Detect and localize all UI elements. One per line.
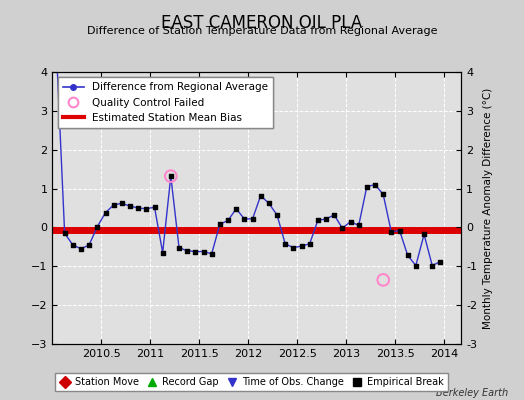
Point — [338, 225, 346, 232]
Point — [199, 248, 208, 255]
Point — [52, 49, 61, 56]
Point — [175, 244, 183, 251]
Text: Berkeley Earth: Berkeley Earth — [436, 388, 508, 398]
Point — [134, 205, 143, 211]
Point — [346, 218, 355, 225]
Point — [191, 248, 200, 255]
Point — [305, 240, 314, 247]
Point — [101, 210, 110, 216]
Point — [240, 216, 248, 222]
Point — [183, 248, 191, 254]
Point — [117, 200, 126, 206]
Point — [126, 203, 134, 209]
Point — [85, 242, 93, 248]
Point — [403, 252, 412, 259]
Legend: Difference from Regional Average, Quality Control Failed, Estimated Station Mean: Difference from Regional Average, Qualit… — [58, 77, 273, 128]
Point — [289, 244, 298, 251]
Point — [379, 277, 387, 283]
Point — [265, 200, 273, 206]
Point — [158, 250, 167, 256]
Point — [420, 231, 428, 238]
Point — [77, 246, 85, 252]
Point — [371, 182, 379, 188]
Point — [208, 251, 216, 257]
Point — [436, 258, 444, 265]
Point — [215, 221, 224, 228]
Point — [330, 212, 339, 218]
Point — [387, 229, 396, 235]
Point — [167, 173, 175, 179]
Point — [248, 216, 257, 222]
Point — [355, 222, 363, 229]
Text: EAST CAMERON OIL PLA: EAST CAMERON OIL PLA — [161, 14, 363, 32]
Point — [273, 212, 281, 218]
Point — [322, 216, 330, 222]
Point — [60, 230, 69, 236]
Point — [314, 217, 322, 224]
Point — [363, 184, 371, 190]
Point — [412, 262, 420, 269]
Point — [110, 202, 118, 208]
Point — [232, 206, 241, 212]
Point — [224, 217, 232, 224]
Point — [93, 224, 102, 230]
Y-axis label: Monthly Temperature Anomaly Difference (°C): Monthly Temperature Anomaly Difference (… — [483, 87, 493, 329]
Point — [428, 262, 436, 269]
Point — [379, 191, 387, 198]
Point — [256, 192, 265, 199]
Point — [167, 173, 175, 179]
Point — [281, 240, 289, 247]
Point — [69, 242, 77, 248]
Legend: Station Move, Record Gap, Time of Obs. Change, Empirical Break: Station Move, Record Gap, Time of Obs. C… — [55, 373, 448, 391]
Point — [297, 243, 305, 249]
Text: Difference of Station Temperature Data from Regional Average: Difference of Station Temperature Data f… — [87, 26, 437, 36]
Point — [396, 227, 404, 234]
Point — [142, 206, 150, 212]
Point — [150, 204, 159, 210]
